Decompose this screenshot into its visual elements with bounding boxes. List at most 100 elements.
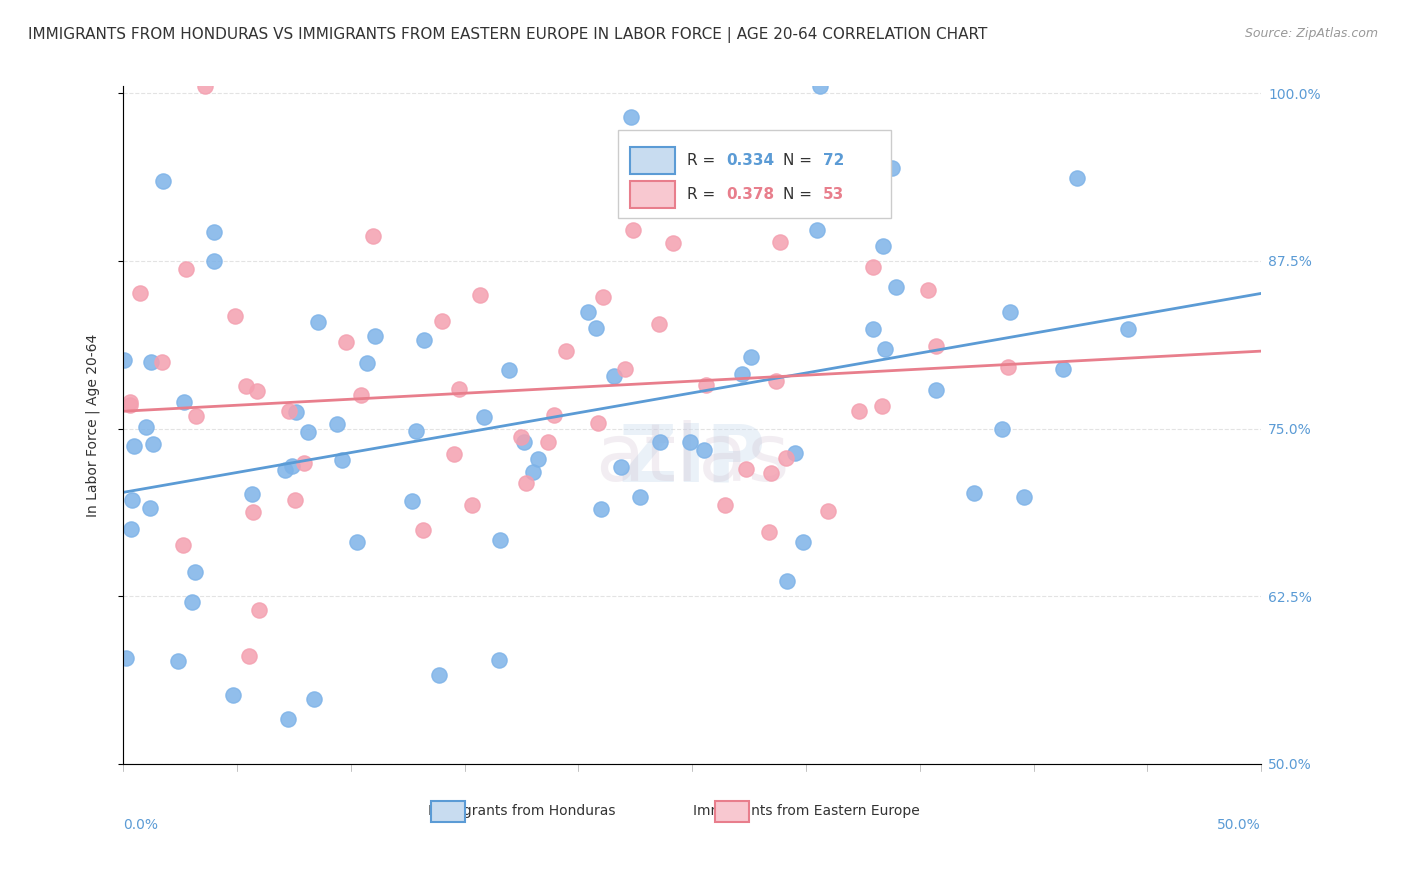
Point — [235, 379, 257, 393]
Point — [792, 535, 814, 549]
Text: R =: R = — [686, 153, 714, 169]
Point — [167, 654, 190, 668]
Point — [817, 504, 839, 518]
Point — [335, 334, 357, 349]
Point — [769, 235, 792, 249]
Point — [330, 453, 353, 467]
Text: 0.334: 0.334 — [727, 153, 775, 169]
Point — [852, 198, 875, 212]
Point — [120, 522, 142, 536]
Y-axis label: In Labor Force | Age 20-64: In Labor Force | Age 20-64 — [86, 334, 100, 516]
Point — [647, 317, 669, 331]
Point — [242, 505, 264, 519]
Point — [997, 359, 1019, 374]
Point — [135, 420, 157, 434]
Point — [115, 650, 138, 665]
FancyBboxPatch shape — [430, 801, 465, 822]
Point — [848, 404, 870, 418]
Point — [650, 434, 672, 449]
Point — [172, 538, 194, 552]
Point — [443, 447, 465, 461]
Point — [925, 339, 948, 353]
Point — [277, 712, 299, 726]
Point — [758, 525, 780, 540]
Point — [470, 287, 492, 301]
Point — [585, 321, 607, 335]
Point — [461, 498, 484, 512]
Point — [576, 305, 599, 319]
Point — [830, 146, 852, 161]
Point — [292, 456, 315, 470]
Point — [364, 329, 387, 343]
Point — [118, 398, 141, 412]
Text: ZIP: ZIP — [619, 420, 766, 498]
Point — [224, 310, 246, 324]
Point — [1118, 321, 1140, 335]
Text: Immigrants from Honduras: Immigrants from Honduras — [427, 805, 616, 819]
Point — [783, 446, 806, 460]
Text: N =: N = — [783, 153, 813, 169]
Point — [917, 283, 939, 297]
Point — [173, 395, 195, 409]
Point — [872, 239, 894, 253]
Text: atlas: atlas — [595, 420, 789, 498]
FancyBboxPatch shape — [630, 181, 675, 209]
Point — [302, 691, 325, 706]
Point — [141, 355, 163, 369]
Point — [349, 388, 371, 402]
Point — [405, 424, 427, 438]
Text: R =: R = — [686, 187, 714, 202]
Point — [713, 498, 735, 512]
Point — [121, 492, 143, 507]
Point — [307, 315, 329, 329]
Point — [924, 383, 946, 397]
Point — [862, 322, 884, 336]
Point — [586, 416, 609, 430]
Text: 72: 72 — [823, 153, 845, 169]
Text: N =: N = — [783, 187, 813, 202]
Point — [356, 356, 378, 370]
Point — [592, 290, 614, 304]
Point — [184, 409, 207, 423]
FancyBboxPatch shape — [630, 147, 675, 175]
Point — [543, 409, 565, 423]
Point — [1000, 305, 1022, 319]
Point — [806, 223, 828, 237]
Point — [488, 653, 510, 667]
Point — [963, 485, 986, 500]
Point — [620, 110, 643, 124]
Point — [427, 667, 450, 681]
Point — [488, 533, 510, 548]
Point — [498, 363, 520, 377]
Point — [603, 368, 626, 383]
Text: Immigrants from Eastern Europe: Immigrants from Eastern Europe — [693, 805, 920, 819]
Point — [740, 350, 762, 364]
Point — [522, 465, 544, 479]
Point — [202, 254, 225, 268]
Text: IMMIGRANTS FROM HONDURAS VS IMMIGRANTS FROM EASTERN EUROPE IN LABOR FORCE | AGE : IMMIGRANTS FROM HONDURAS VS IMMIGRANTS F… — [28, 27, 987, 43]
Point — [139, 501, 162, 516]
Point — [152, 174, 174, 188]
Point — [238, 648, 260, 663]
Point — [472, 409, 495, 424]
Point — [150, 355, 173, 369]
Point — [775, 450, 797, 465]
Point — [242, 486, 264, 500]
Point — [515, 475, 537, 490]
Point — [297, 425, 319, 439]
Point — [623, 223, 645, 237]
Point — [120, 394, 142, 409]
Point — [142, 437, 165, 451]
Point — [765, 374, 787, 388]
Point — [527, 451, 550, 466]
Point — [679, 434, 702, 449]
Point — [695, 378, 717, 392]
Point — [449, 383, 471, 397]
Point — [284, 493, 307, 508]
Point — [432, 314, 454, 328]
Text: 50.0%: 50.0% — [1218, 818, 1261, 831]
Point — [346, 534, 368, 549]
Point — [882, 161, 904, 175]
Point — [194, 79, 217, 94]
Point — [693, 443, 716, 458]
